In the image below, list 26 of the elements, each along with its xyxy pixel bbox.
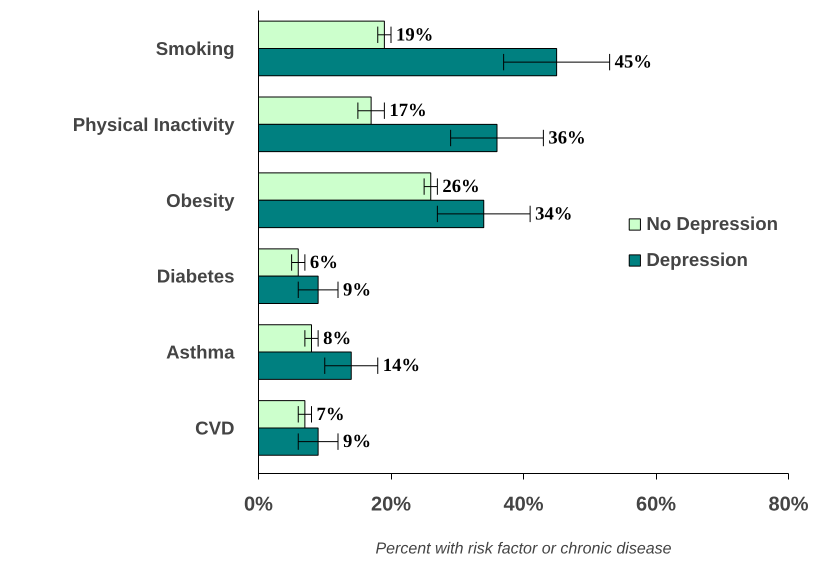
y-tick-label: CVD	[195, 417, 234, 438]
data-label: 8%	[323, 328, 352, 349]
data-label: 9%	[343, 431, 371, 452]
data-label: 14%	[382, 355, 420, 376]
y-tick-label: Smoking	[156, 38, 234, 59]
data-label: 19%	[396, 24, 434, 46]
data-label: 7%	[316, 404, 344, 425]
x-axis-title: Percent with risk factor or chronic disease	[375, 540, 672, 558]
data-label: 45%	[614, 52, 652, 73]
y-tick-label: Obesity	[166, 190, 236, 211]
x-tick-label: 80%	[768, 494, 809, 516]
y-tick-label: Asthma	[166, 342, 236, 363]
data-label: 17%	[389, 100, 427, 122]
x-tick-label: 0%	[244, 494, 274, 516]
data-label: 34%	[535, 203, 572, 224]
y-tick-label: Diabetes	[156, 266, 235, 287]
data-label: 36%	[548, 128, 586, 149]
x-tick-label: 20%	[370, 494, 412, 516]
data-label: 26%	[442, 176, 480, 198]
legend-label: Depression	[646, 248, 748, 270]
y-tick-label: Physical Inactivity	[72, 114, 236, 135]
data-label: 6%	[310, 252, 338, 273]
legend-label: No Depression	[646, 212, 778, 234]
data-label: 9%	[343, 279, 371, 300]
x-tick-label: 40%	[503, 494, 544, 516]
x-tick-label: 60%	[636, 494, 676, 516]
